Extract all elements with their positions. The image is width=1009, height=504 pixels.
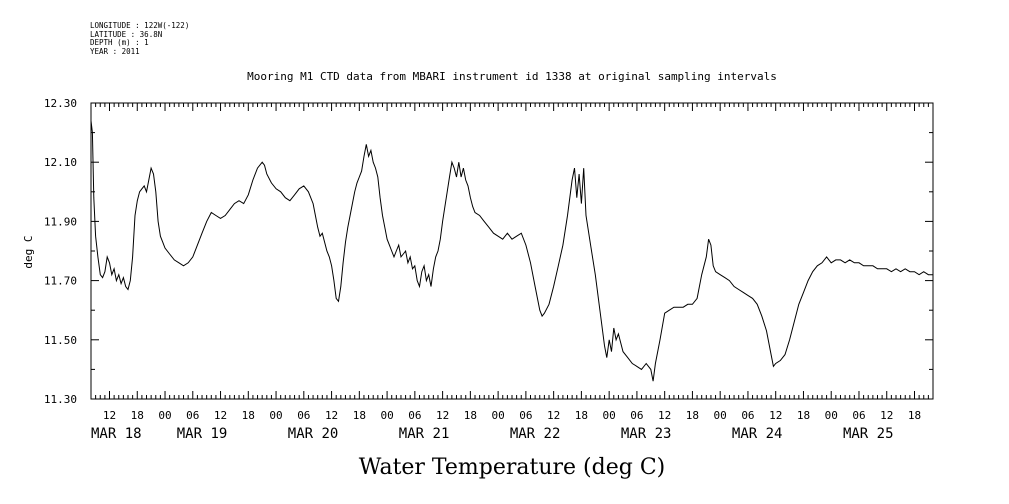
- chart-title: Mooring M1 CTD data from MBARI instrumen…: [247, 70, 777, 83]
- y-tick-label: 11.90: [44, 215, 77, 228]
- x-tick-labels: 12 18 00 06 12 18 00 06 12 18 00 06 12 18 00 06 12 18 00 06…: [103, 409, 921, 422]
- x-tick-label: 12: [547, 409, 560, 422]
- x-tick-label: 18: [797, 409, 810, 422]
- x-tick-label: 18: [686, 409, 699, 422]
- x-tick-label: 18: [353, 409, 366, 422]
- x-tick-label: 12: [214, 409, 227, 422]
- x-tick-label: 06: [852, 409, 865, 422]
- x-tick-label: 00: [714, 409, 727, 422]
- longitude-label: LONGITUDE : 122W(-122): [90, 21, 190, 30]
- x-tick-label: 00: [269, 409, 282, 422]
- date-label: MAR 20: [288, 426, 339, 442]
- header-meta: LONGITUDE : 122W(-122) LATITUDE : 36.8N …: [90, 21, 190, 56]
- x-tick-label: 06: [408, 409, 421, 422]
- x-tick-label: 12: [769, 409, 782, 422]
- year-label: YEAR : 2011: [90, 46, 140, 56]
- x-tick-label: 12: [658, 409, 671, 422]
- depth-label: DEPTH (m) : 1: [90, 38, 149, 47]
- x-tick-label: 00: [380, 409, 393, 422]
- temperature-series-line: [90, 120, 933, 382]
- axes: [90, 102, 934, 400]
- x-tick-label: 12: [325, 409, 338, 422]
- x-tick-label: 12: [880, 409, 893, 422]
- y-axis-label: deg C: [22, 235, 35, 268]
- y-tick-label: 12.30: [44, 97, 77, 110]
- plot-frame: [90, 102, 934, 400]
- x-tick-label: 12: [103, 409, 116, 422]
- x-tick-label: 18: [131, 409, 144, 422]
- x-tick-label: 12: [436, 409, 449, 422]
- x-tick-label: 18: [575, 409, 588, 422]
- y-tick-label: 11.30: [44, 393, 77, 406]
- y-tick-labels: 11.30 11.50 11.70 11.90 12.10 12.30: [44, 97, 77, 406]
- x-tick-label: 00: [603, 409, 616, 422]
- date-label: MAR 24: [732, 426, 783, 442]
- x-axis-label: Water Temperature (deg C): [359, 455, 666, 480]
- x-tick-label: 06: [519, 409, 532, 422]
- x-tick-label: 00: [825, 409, 838, 422]
- date-label: MAR 23: [621, 426, 672, 442]
- date-label: MAR 21: [399, 426, 450, 442]
- x-tick-label: 00: [158, 409, 171, 422]
- x-tick-label: 06: [741, 409, 754, 422]
- date-label: MAR 25: [843, 426, 894, 442]
- y-tick-label: 11.70: [44, 275, 77, 288]
- date-label: MAR 19: [177, 426, 228, 442]
- x-tick-label: 18: [242, 409, 255, 422]
- x-tick-label: 06: [297, 409, 310, 422]
- date-labels: MAR 18 MAR 19 MAR 20 MAR 21 MAR 22 MAR 23 MAR …: [91, 426, 894, 442]
- y-tick-label: 12.10: [44, 156, 77, 169]
- date-label: MAR 22: [510, 426, 561, 442]
- x-tick-label: 18: [908, 409, 921, 422]
- date-label: MAR 18: [91, 426, 142, 442]
- x-tick-label: 00: [491, 409, 504, 422]
- y-tick-label: 11.50: [44, 334, 77, 347]
- latitude-label: LATITUDE : 36.8N: [90, 29, 163, 39]
- x-tick-label: 06: [186, 409, 199, 422]
- x-tick-label: 06: [630, 409, 643, 422]
- x-tick-label: 18: [464, 409, 477, 422]
